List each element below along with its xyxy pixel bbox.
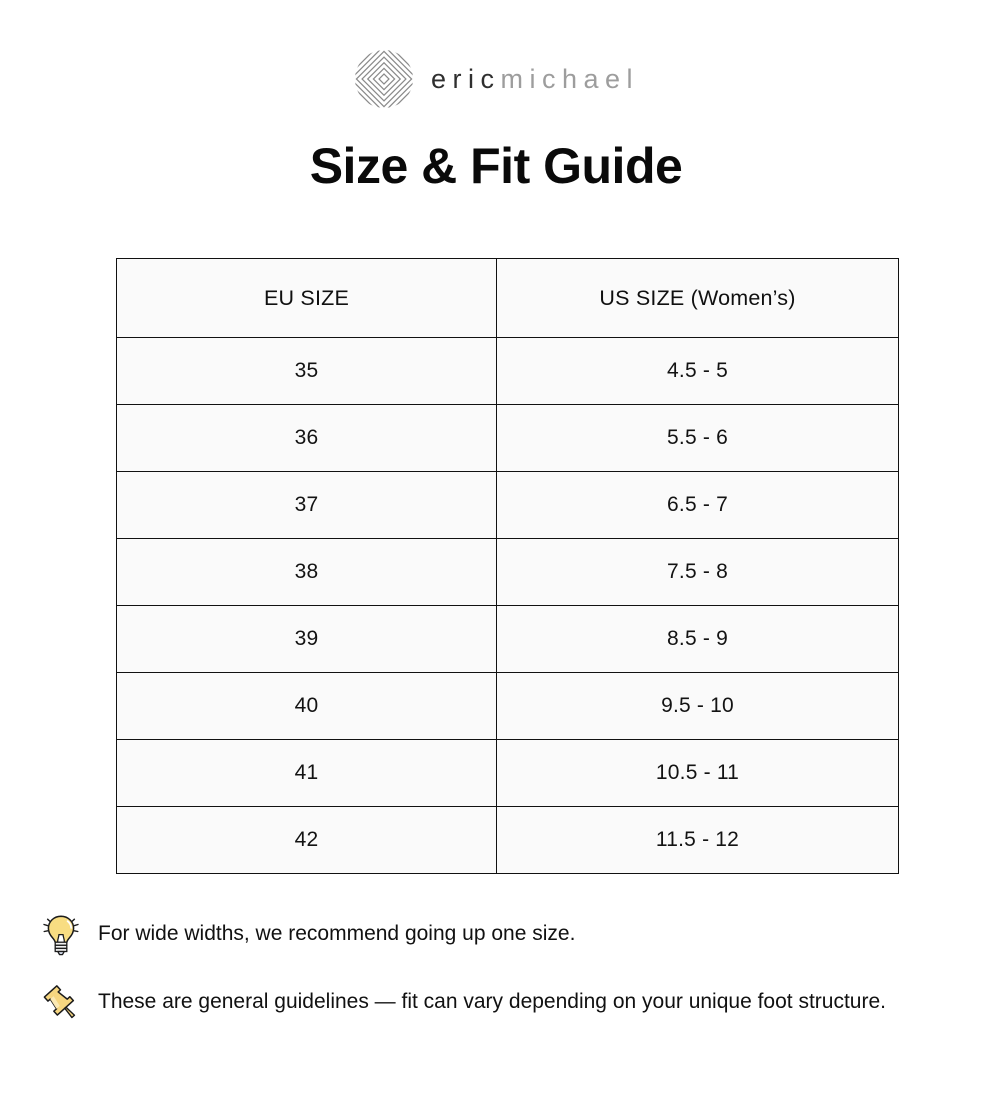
note-wide-widths: For wide widths, we recommend going up o…	[38, 912, 968, 958]
table-header: EU SIZE US SIZE (Women’s)	[116, 258, 899, 338]
cell-us-size: 8.5 - 9	[496, 605, 899, 673]
table-row: 36 5.5 - 6	[116, 404, 899, 472]
cell-eu-size: 42	[116, 806, 497, 874]
cell-us-size: 6.5 - 7	[496, 471, 899, 539]
cell-eu-size: 40	[116, 672, 497, 740]
cell-eu-size: 35	[116, 337, 497, 405]
cell-us-size: 7.5 - 8	[496, 538, 899, 606]
size-chart: EU SIZE US SIZE (Women’s) 35 4.5 - 5 36 5.5…	[116, 258, 899, 874]
table-row: 37 6.5 - 7	[116, 471, 899, 539]
table-header-row: EU SIZE US SIZE (Women’s)	[116, 258, 899, 338]
table-row: 42 11.5 - 12	[116, 806, 899, 874]
page-title: Size & Fit Guide	[309, 138, 683, 194]
cell-eu-size: 38	[116, 538, 497, 606]
size-table: EU SIZE US SIZE (Women’s) 35 4.5 - 5 36 5.5…	[116, 258, 899, 874]
column-header-eu-size: EU SIZE	[116, 258, 497, 338]
note-text: For wide widths, we recommend going up o…	[98, 922, 576, 945]
pushpin-icon	[38, 980, 84, 1026]
light-bulb-icon	[38, 912, 84, 958]
note-general-guidelines: These are general guidelines — fit can v…	[38, 980, 968, 1026]
cell-eu-size: 39	[116, 605, 497, 673]
column-header-us-size: US SIZE (Women’s)	[496, 258, 899, 338]
brand-logo: eric michael	[0, 46, 992, 112]
cell-us-size: 4.5 - 5	[496, 337, 899, 405]
table-row: 35 4.5 - 5	[116, 337, 899, 405]
cell-eu-size: 41	[116, 739, 497, 807]
brand-wordmark: eric michael	[430, 63, 640, 94]
cell-us-size: 11.5 - 12	[496, 806, 899, 874]
table-row: 41 10.5 - 11	[116, 739, 899, 807]
table-body: 35 4.5 - 5 36 5.5 - 6 37 6.5 - 7 38 7.5 - 8 39 8.…	[116, 337, 899, 874]
table-row: 40 9.5 - 10	[116, 672, 899, 740]
notes-section: For wide widths, we recommend going up o…	[38, 912, 968, 1048]
note-text: These are general guidelines — fit can v…	[98, 990, 886, 1013]
concentric-diamond-logo-icon	[353, 48, 415, 110]
brand-name-secondary: michael	[500, 63, 640, 94]
table-row: 39 8.5 - 9	[116, 605, 899, 673]
cell-eu-size: 36	[116, 404, 497, 472]
table-row: 38 7.5 - 8	[116, 538, 899, 606]
cell-us-size: 10.5 - 11	[496, 739, 899, 807]
brand-name-primary: eric	[430, 63, 501, 94]
cell-us-size: 9.5 - 10	[496, 672, 899, 740]
cell-us-size: 5.5 - 6	[496, 404, 899, 472]
cell-eu-size: 37	[116, 471, 497, 539]
